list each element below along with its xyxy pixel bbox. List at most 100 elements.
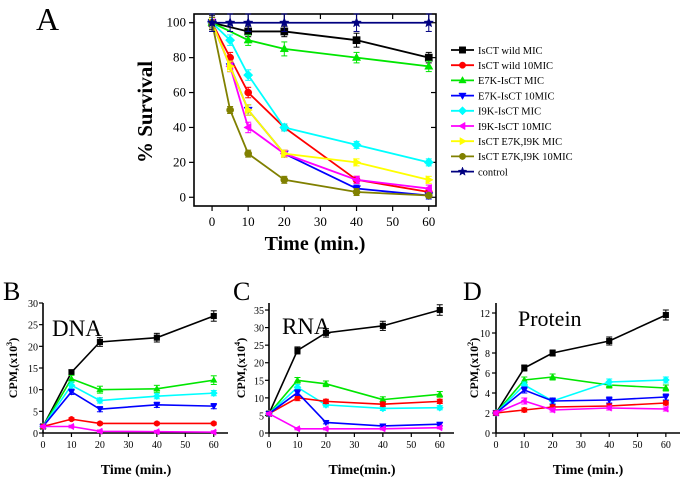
y-tick-label: 6	[485, 369, 490, 380]
legend-label: E7K-IsCT MIC	[478, 76, 544, 87]
panel-letter: C	[233, 277, 250, 306]
legend-label: IsCT E7K,I9K 10MIC	[478, 152, 573, 163]
x-tick-label: 60	[422, 214, 435, 229]
data-point	[351, 175, 360, 185]
y-axis-title: CPM,(x104)	[233, 338, 248, 399]
x-axis-title: Time (min.)	[553, 463, 624, 478]
data-point	[243, 70, 254, 81]
y-axis-title-close: )	[234, 338, 248, 342]
x-tick-label: 50	[386, 214, 399, 229]
data-point	[293, 376, 302, 383]
data-point	[67, 389, 76, 396]
y-tick-label: 10	[480, 329, 490, 340]
data-point	[210, 376, 218, 383]
data-point	[265, 410, 272, 418]
legend-swatch-marker	[457, 166, 468, 176]
legend-label: IsCT wild 10MIC	[478, 61, 553, 72]
data-point	[278, 16, 290, 28]
data-point	[423, 157, 434, 168]
data-point	[96, 420, 103, 427]
series-i9k-isct-10mic	[39, 422, 217, 436]
data-point	[279, 44, 289, 53]
data-point	[153, 420, 160, 427]
data-point	[68, 416, 75, 423]
data-point	[279, 122, 290, 133]
y-axis-title-exponent: 3	[5, 342, 14, 346]
y-tick-label: 35	[254, 306, 264, 317]
x-tick-label: 30	[123, 440, 133, 451]
plot-frame	[193, 13, 437, 207]
y-tick-label: 10	[28, 386, 38, 397]
x-tick-label: 40	[152, 440, 162, 451]
x-tick-label: 10	[66, 440, 76, 451]
data-point	[153, 384, 161, 392]
legend-label: IsCT wild MIC	[478, 46, 543, 57]
data-point	[322, 329, 329, 336]
legend-swatch-marker	[459, 137, 467, 146]
x-axis-title: Time (min.)	[101, 463, 172, 478]
data-point	[351, 139, 362, 150]
y-axis-title-exponent: 4	[233, 341, 242, 346]
series-control	[206, 13, 435, 32]
y-axis-title-close: )	[6, 338, 20, 342]
data-point	[96, 427, 103, 435]
series-isct-e7k-i9k-10mic	[208, 16, 433, 200]
series-isct-wild-10mic	[265, 394, 443, 417]
x-tick-label: 10	[292, 440, 302, 451]
x-tick-label: 40	[350, 214, 363, 229]
data-point	[521, 406, 528, 414]
data-point	[606, 337, 613, 345]
series-line	[268, 412, 440, 430]
data-point	[244, 149, 253, 158]
x-tick-label: 50	[180, 440, 190, 451]
legend-label: control	[478, 167, 508, 178]
x-tick-label: 60	[661, 440, 671, 451]
data-point	[294, 347, 301, 354]
panel-letter: B	[3, 277, 20, 306]
y-tick-label: 15	[28, 364, 38, 375]
data-point	[245, 105, 254, 115]
data-point	[226, 106, 234, 114]
x-tick-label: 30	[349, 440, 359, 451]
data-point	[293, 425, 300, 433]
x-tick-label: 0	[267, 440, 272, 451]
data-point	[435, 403, 444, 412]
data-point	[322, 379, 330, 387]
data-point	[423, 16, 435, 28]
y-tick-label: 2	[485, 409, 490, 420]
data-point	[424, 53, 433, 62]
legend-swatch-marker	[459, 152, 466, 160]
y-tick-label: 80	[173, 50, 186, 65]
y-axis-title: % Survival	[133, 61, 157, 163]
x-tick-label: 20	[548, 440, 558, 451]
x-axis-title: Time (min.)	[265, 233, 366, 255]
legend-label: I9K-IsCT MIC	[478, 107, 541, 118]
y-tick-label: 0	[485, 429, 490, 440]
x-tick-label: 0	[41, 440, 46, 451]
x-tick-label: 60	[209, 440, 219, 451]
data-point	[352, 36, 361, 45]
series-line	[42, 390, 214, 428]
y-axis-title-close: )	[467, 338, 481, 342]
y-tick-label: 100	[167, 15, 187, 30]
legend-label: I9K-IsCT 10MIC	[478, 122, 552, 133]
series-isct-e7k-i9k-mic	[208, 16, 434, 185]
data-point	[425, 175, 434, 185]
x-tick-label: 30	[576, 440, 586, 451]
legend-swatch-marker	[458, 92, 467, 100]
y-axis-title-exponent: 2	[466, 342, 475, 346]
series-i9k-isct-10mic	[207, 16, 432, 194]
data-point	[378, 425, 386, 433]
data-point	[353, 157, 362, 167]
legend-swatch-marker	[458, 121, 466, 131]
data-point	[548, 406, 556, 414]
data-point	[605, 378, 614, 386]
data-point	[436, 390, 444, 397]
series-line	[211, 22, 429, 190]
data-point	[661, 376, 670, 384]
panel-a: A 0 10 20 30 40 50 60 0 20 40 60 80 100 Time (min.) % S…	[36, 1, 573, 255]
x-tick-label: 60	[435, 440, 445, 451]
x-tick-label: 10	[242, 214, 255, 229]
data-point	[605, 397, 613, 404]
data-point	[662, 384, 670, 391]
